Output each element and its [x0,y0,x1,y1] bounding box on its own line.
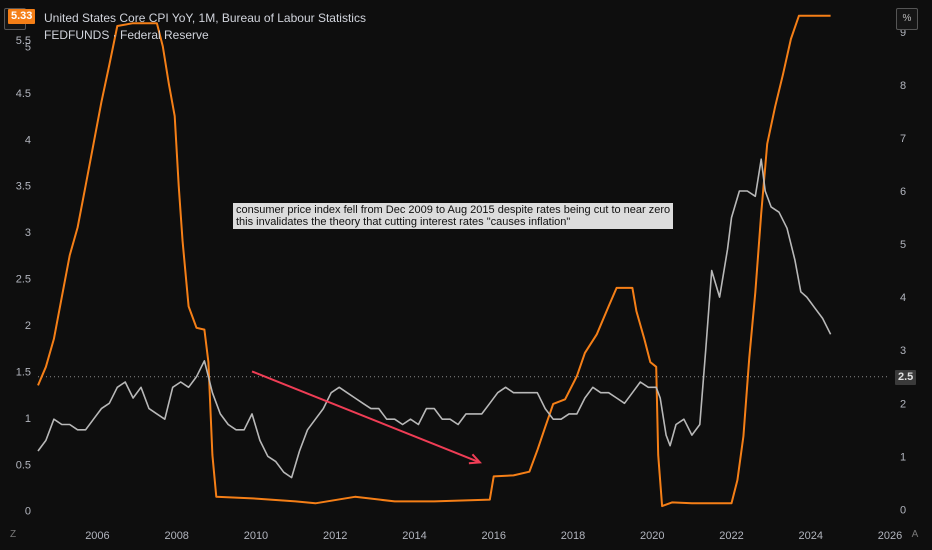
right-tick-label: 9 [900,27,906,39]
fedfunds-last-value-badge: 5.33 [8,8,36,24]
left-tick-label: 5.5 [16,35,31,47]
x-tick-label: 2016 [481,530,505,542]
time-axis[interactable]: 2006 2008 2010 2012 2014 2016 2018 2020 2022 2024… [85,530,902,542]
right-tick-label: 6 [900,186,906,198]
right-tick-label: 1 [900,451,906,463]
arrow-layer [251,370,482,465]
zoom-button[interactable]: Z [9,529,17,540]
left-axis[interactable]: 0 0.5 1 1.5 2 2.5 3 3.5 4 4.5 55.5 [16,35,31,518]
left-tick-label: 5 [25,41,31,53]
series-layer [37,14,832,508]
left-tick-label: 2.5 [16,274,31,286]
right-tick-label: 5 [900,239,906,251]
right-tick-label: 0 [900,504,906,516]
right-tick-label: 3 [900,345,906,357]
left-tick-label: 3.5 [16,181,31,193]
fedfunds-line[interactable] [37,14,831,508]
left-tick-label: 1 [25,413,31,425]
x-tick-label: 2006 [85,530,109,542]
annotation-arrow-head [468,453,482,465]
right-tick-label: 7 [900,133,906,145]
right-tick-label: 4 [900,292,906,304]
left-tick-label: 3 [25,227,31,239]
x-tick-label: 2020 [640,530,664,542]
left-tick-label: 0.5 [16,459,31,471]
legend-series-cpi[interactable]: United States Core CPI YoY, 1M, Bureau o… [44,11,366,25]
x-tick-label: 2008 [164,530,188,542]
right-axis[interactable]: 0 1 2 3 4 5 6 7 8 9 [900,27,906,517]
x-tick-label: 2024 [799,530,823,542]
right-tick-label: 2 [900,398,906,410]
left-tick-label: 1.5 [16,366,31,378]
annotation-line-1: consumer price index fell from Dec 2009 … [236,204,671,216]
cpi-last-value-badge: 2.5 [895,369,917,385]
auto-scale-button[interactable]: A [911,529,919,540]
x-tick-label: 2014 [402,530,426,542]
legend-series-fedfunds[interactable]: FEDFUNDS · Federal Reserve [44,28,209,42]
left-tick-label: 0 [25,506,31,518]
left-tick-label: 2 [25,320,31,332]
x-tick-label: 2010 [244,530,268,542]
x-tick-label: 2026 [878,530,902,542]
right-unit-label[interactable]: % [896,8,918,30]
annotation-note[interactable]: consumer price index fell from Dec 2009 … [233,203,674,229]
x-tick-label: 2022 [719,530,743,542]
x-tick-label: 2012 [323,530,347,542]
right-tick-label: 8 [900,80,906,92]
annotation-line-2: this invalidates the theory that cutting… [236,216,571,228]
cpi-line[interactable] [37,158,832,479]
legend: United States Core CPI YoY, 1M, Bureau o… [44,10,366,44]
left-tick-label: 4 [25,134,31,146]
x-tick-label: 2018 [561,530,585,542]
annotation-arrow-shaft[interactable] [251,370,481,464]
left-tick-label: 4.5 [16,88,31,100]
